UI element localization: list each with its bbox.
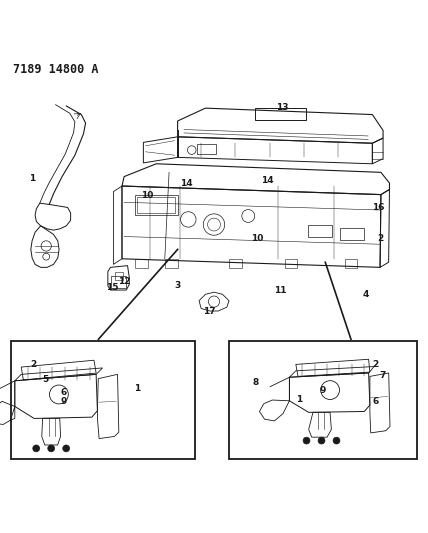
Circle shape xyxy=(33,445,40,452)
Text: 6: 6 xyxy=(60,388,66,397)
Text: 16: 16 xyxy=(372,203,385,212)
Text: 10: 10 xyxy=(142,191,154,200)
Text: 5: 5 xyxy=(42,375,48,384)
Text: 14: 14 xyxy=(180,179,193,188)
Text: 12: 12 xyxy=(118,277,131,286)
Bar xyxy=(197,144,216,155)
Bar xyxy=(229,259,242,268)
Text: 2: 2 xyxy=(30,360,36,369)
Bar xyxy=(340,228,364,240)
Bar xyxy=(11,342,195,459)
Text: 10: 10 xyxy=(251,234,263,243)
Bar xyxy=(285,259,297,268)
Text: 1: 1 xyxy=(29,174,35,183)
Circle shape xyxy=(63,445,70,452)
Text: 4: 4 xyxy=(363,290,369,299)
Text: 11: 11 xyxy=(274,286,287,295)
Bar xyxy=(229,342,417,459)
Text: 3: 3 xyxy=(175,281,181,290)
Bar xyxy=(308,225,332,237)
Text: 9: 9 xyxy=(320,386,326,395)
Text: 15: 15 xyxy=(106,284,119,293)
Bar xyxy=(137,197,175,213)
Text: 6: 6 xyxy=(373,397,379,406)
Circle shape xyxy=(48,445,55,452)
Text: 14: 14 xyxy=(261,176,274,185)
Text: 7189 14800 A: 7189 14800 A xyxy=(13,63,98,76)
Text: 1: 1 xyxy=(134,384,140,393)
Text: 8: 8 xyxy=(253,377,259,386)
Bar xyxy=(165,259,178,268)
Text: 9: 9 xyxy=(60,397,66,406)
Circle shape xyxy=(318,437,325,444)
Bar xyxy=(255,108,306,120)
Text: 2: 2 xyxy=(377,234,383,243)
Bar xyxy=(135,259,148,268)
Bar xyxy=(115,272,123,280)
Text: 1: 1 xyxy=(297,394,303,403)
Text: 7: 7 xyxy=(379,371,385,380)
Text: 17: 17 xyxy=(202,307,215,316)
Circle shape xyxy=(333,437,340,444)
Bar xyxy=(345,259,357,268)
Text: 2: 2 xyxy=(373,360,379,369)
Bar xyxy=(135,195,178,215)
Text: 13: 13 xyxy=(276,103,289,112)
Circle shape xyxy=(303,437,310,444)
Bar xyxy=(111,276,126,288)
